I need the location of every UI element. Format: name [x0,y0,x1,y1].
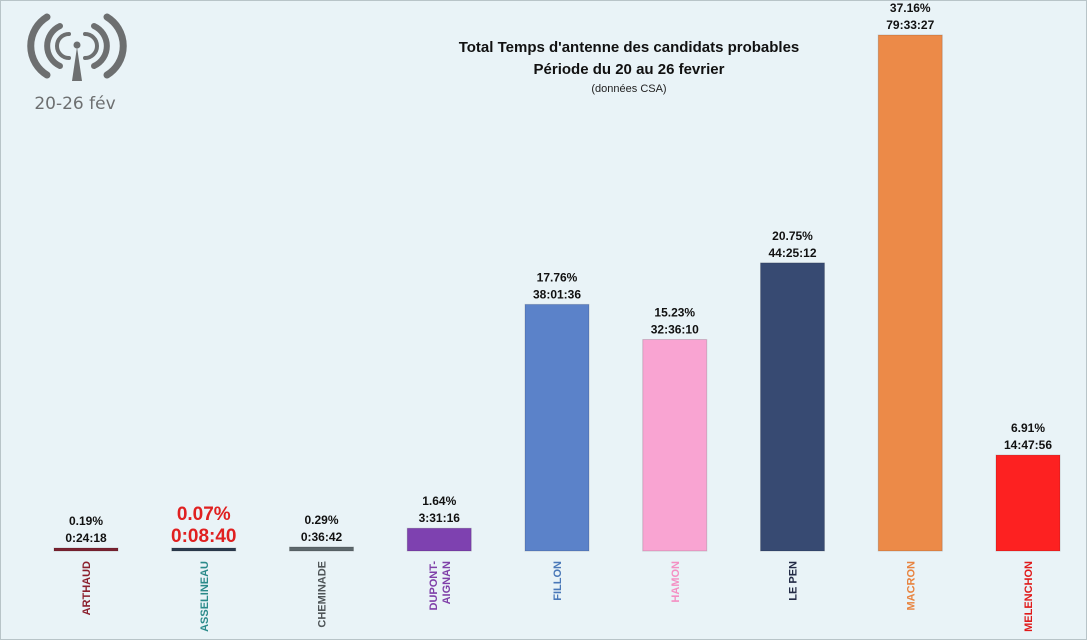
percent-label: 17.76% [537,270,578,284]
bar [524,303,590,552]
category-label: ASSELINEAU [199,561,211,632]
category-label: FILLON [552,561,564,601]
bar [171,547,237,552]
percent-label: 0.29% [304,513,338,527]
category-label: HAMON [670,561,682,603]
category-label: CHEMINADE [317,561,329,628]
category-label: MELENCHON [1023,561,1035,632]
bar [995,454,1061,552]
duration-label: 3:31:16 [419,511,461,525]
duration-label: 32:36:10 [651,323,699,337]
category-label: MACRON [905,561,917,611]
bar [642,339,708,552]
percent-label: 15.23% [654,306,695,320]
percent-label: 6.91% [1011,421,1045,435]
percent-label: 37.16% [890,1,931,15]
period-label: 20-26 fév [34,94,115,114]
bar [406,527,472,552]
duration-label: 0:24:18 [65,531,107,545]
antenna-icon [27,13,127,81]
duration-label: 44:25:12 [768,246,816,260]
percent-label: 0.07% [177,504,231,525]
category-label: AIGNAN [441,561,453,604]
bar [53,547,119,552]
chart-subtitle: Période du 20 au 26 fevrier [534,61,725,78]
duration-label: 79:33:27 [886,18,934,32]
category-label: ARTHAUD [81,561,93,615]
chart-source: (données CSA) [591,83,666,95]
bar [877,34,943,552]
percent-label: 1.64% [422,494,456,508]
chart-title: Total Temps d'antenne des candidats prob… [459,39,800,56]
bar [289,546,354,552]
duration-label: 0:36:42 [301,530,343,544]
duration-label: 14:47:56 [1004,438,1052,452]
category-label: LE PEN [788,561,800,601]
percent-label: 20.75% [772,229,813,243]
bar [760,262,825,552]
duration-label: 38:01:36 [533,287,581,301]
duration-label: 0:08:40 [171,526,237,547]
percent-label: 0.19% [69,514,103,528]
category-label: DUPONT- [428,561,440,611]
